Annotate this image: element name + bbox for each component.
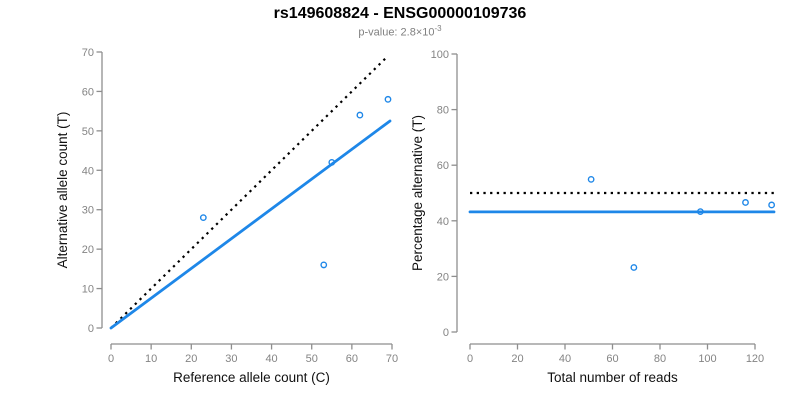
y-tick-label: 70 bbox=[82, 47, 94, 59]
data-point bbox=[587, 175, 595, 183]
y-tick-label: 0 bbox=[88, 323, 94, 335]
chart-title: rs149608824 - ENSG00000109736 bbox=[273, 5, 527, 22]
y-tick-label: 10 bbox=[82, 284, 94, 296]
y-tick-label: 20 bbox=[82, 244, 94, 256]
data-point bbox=[630, 264, 638, 271]
data-point bbox=[356, 111, 364, 119]
y-tick-label: 30 bbox=[82, 205, 94, 217]
data-point bbox=[384, 95, 392, 103]
x-tick-label: 0 bbox=[467, 353, 473, 365]
data-point bbox=[696, 208, 704, 216]
x-tick-label: 10 bbox=[145, 353, 157, 365]
y-tick-label: 100 bbox=[431, 49, 449, 61]
x-tick-label: 80 bbox=[654, 353, 666, 365]
y-tick-label: 50 bbox=[82, 126, 94, 138]
x-tick-label: 30 bbox=[225, 353, 237, 365]
x-tick-label: 100 bbox=[698, 353, 716, 365]
pvalue-text: p-value: 2.8×10 bbox=[358, 26, 435, 39]
allele-counts-scatter: 0 10 20 30 40 50 60 70 0 10 20 30 40 50 60 70 Reference … bbox=[55, 47, 398, 385]
x-axis-title: Reference allele count (C) bbox=[173, 370, 330, 385]
percentage-alternative-scatter: 0 20 40 60 80 100 0 20 40 60 80 100 120 Total number … bbox=[410, 49, 776, 385]
data-point bbox=[768, 201, 776, 209]
fitted-regression-line bbox=[109, 119, 392, 330]
x-axis-title: Total number of reads bbox=[547, 370, 678, 385]
x-tick-label: 20 bbox=[185, 353, 197, 365]
data-point bbox=[328, 158, 336, 166]
y-tick-label: 20 bbox=[437, 271, 449, 283]
x-tick-label: 70 bbox=[386, 353, 398, 365]
expected-identity-line bbox=[110, 55, 389, 329]
y-tick-label: 60 bbox=[82, 86, 94, 98]
y-tick-label: 40 bbox=[82, 165, 94, 177]
y-axis-title: Alternative allele count (T) bbox=[55, 112, 70, 269]
x-tick-label: 20 bbox=[511, 353, 523, 365]
x-tick-label: 0 bbox=[108, 353, 114, 365]
data-point bbox=[742, 199, 749, 206]
y-tick-label: 80 bbox=[437, 105, 449, 117]
x-tick-label: 60 bbox=[346, 353, 358, 365]
x-tick-label: 40 bbox=[265, 353, 277, 365]
y-axis-title: Percentage alternative (T) bbox=[410, 115, 425, 271]
data-point bbox=[320, 261, 328, 269]
data-point bbox=[199, 214, 207, 222]
x-tick-label: 120 bbox=[746, 353, 764, 365]
x-tick-label: 40 bbox=[559, 353, 571, 365]
x-tick-label: 50 bbox=[306, 353, 318, 365]
chart-subtitle: p-value: 2.8×10-3 bbox=[0, 24, 800, 39]
y-tick-label: 0 bbox=[443, 327, 449, 339]
x-tick-label: 60 bbox=[606, 353, 618, 365]
y-tick-label: 40 bbox=[437, 216, 449, 228]
y-tick-label: 60 bbox=[437, 160, 449, 172]
pvalue-exponent: -3 bbox=[434, 24, 442, 33]
